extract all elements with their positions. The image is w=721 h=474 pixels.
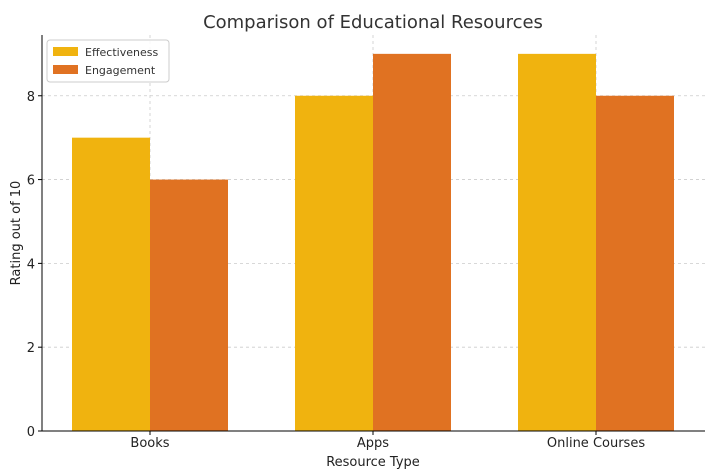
x-tick-label: Online Courses xyxy=(547,436,645,451)
y-tick-label: 2 xyxy=(27,341,35,356)
bar-effectiveness-online-courses xyxy=(518,53,596,431)
x-axis-label: Resource Type xyxy=(326,455,420,470)
bar-engagement-books xyxy=(150,179,228,431)
bar-effectiveness-books xyxy=(72,137,150,431)
x-tick-label: Apps xyxy=(357,436,389,451)
y-tick-label: 4 xyxy=(27,257,35,272)
legend-swatch xyxy=(53,65,78,74)
bar-effectiveness-apps xyxy=(295,95,373,431)
legend-label: Effectiveness xyxy=(85,46,158,59)
y-ticks: 0 2 4 6 8 xyxy=(27,90,42,440)
x-tick-label: Books xyxy=(130,436,169,451)
bars xyxy=(72,53,674,431)
x-ticks: Books Apps Online Courses xyxy=(130,431,645,451)
legend-swatch xyxy=(53,47,78,56)
y-tick-label: 8 xyxy=(27,90,35,105)
bar-engagement-online-courses xyxy=(596,95,674,431)
y-tick-label: 0 xyxy=(27,425,35,440)
bar-engagement-apps xyxy=(373,53,451,431)
legend-label: Engagement xyxy=(85,64,156,77)
y-axis-label: Rating out of 10 xyxy=(9,181,24,286)
y-tick-label: 6 xyxy=(27,174,35,189)
legend: Effectiveness Engagement xyxy=(46,39,170,83)
chart-title: Comparison of Educational Resources xyxy=(203,12,543,33)
